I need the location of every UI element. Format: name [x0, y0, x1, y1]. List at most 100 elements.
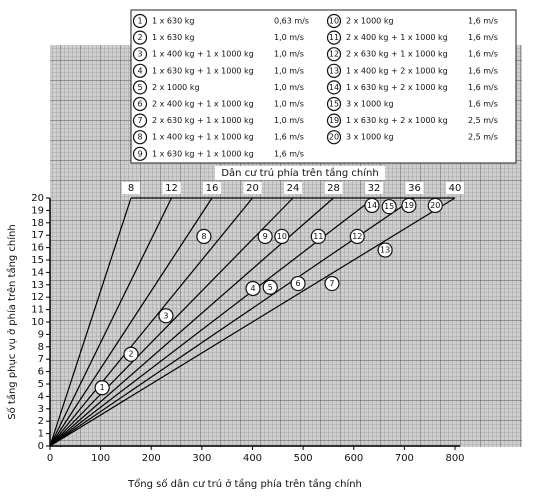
x-tick-label: 100 — [91, 453, 110, 464]
legend-speed: 1,6 m/s — [274, 149, 304, 158]
zone-marker — [257, 228, 273, 245]
zone-marker — [245, 280, 261, 297]
legend-badge — [326, 13, 342, 29]
legend-config: 3 x 1000 kg — [346, 100, 394, 109]
legend-number: 8 — [137, 133, 142, 142]
zone-label: 1 — [100, 383, 105, 392]
legend-badge — [132, 130, 148, 145]
legend-speed: 1,0 m/s — [274, 83, 304, 92]
y-tick-label: 16 — [31, 243, 44, 254]
legend-badge — [326, 47, 342, 62]
ray-label: 8 — [128, 183, 134, 194]
legend-config: 1 x 630 kg + 2 x 1000 kg — [346, 83, 448, 92]
y-tick-label: 13 — [31, 280, 44, 291]
legend-badge — [132, 47, 148, 62]
ray-label: 12 — [165, 183, 178, 194]
legend-badge — [132, 63, 148, 78]
legend-config: 2 x 1000 kg — [346, 17, 394, 26]
x-tick-label: 200 — [142, 453, 161, 464]
y-tick-label: 3 — [38, 404, 44, 415]
legend-badge — [132, 13, 148, 29]
legend-number: 1 — [137, 17, 142, 26]
ray-label-bg — [284, 182, 302, 194]
legend-number: 14 — [329, 83, 339, 92]
legend-badge — [132, 30, 148, 45]
ray-label: 40 — [449, 183, 462, 194]
zone-label: 10 — [277, 232, 287, 241]
legend-config: 1 x 400 kg + 1 x 1000 kg — [152, 50, 254, 59]
legend-speed: 1,0 m/s — [274, 50, 304, 59]
legend-config: 1 x 630 kg + 1 x 1000 kg — [152, 149, 254, 158]
legend-config: 1 x 630 kg — [152, 17, 194, 26]
legend-badge — [326, 80, 342, 95]
x-tick-label: 0 — [47, 453, 53, 464]
legend-badge — [132, 146, 148, 161]
zone-marker — [377, 242, 393, 258]
zone-label: 9 — [263, 232, 268, 241]
legend-config: 1 x 630 kg — [152, 33, 194, 42]
legend-badge — [132, 96, 148, 112]
zone-marker — [94, 380, 110, 396]
x-tick-label: 800 — [445, 453, 464, 464]
zone-marker — [427, 197, 443, 214]
legend-config: 2 x 1000 kg — [152, 83, 200, 92]
zone-marker — [381, 199, 397, 215]
y-tick-label: 20 — [31, 193, 44, 204]
y-tick-label: 1 — [38, 429, 44, 440]
ray-label: 36 — [408, 183, 421, 194]
legend-config: 2 x 400 kg + 1 x 1000 kg — [346, 33, 448, 42]
y-tick-label: 5 — [38, 379, 44, 390]
ray-label-bg — [162, 182, 181, 194]
zone-marker — [196, 228, 212, 245]
legend-number: 20 — [329, 133, 339, 142]
legend-number: 9 — [137, 149, 142, 158]
zone-label: 12 — [352, 232, 362, 241]
ray-label: 16 — [206, 183, 219, 194]
ray-line — [49, 197, 173, 447]
legend-number: 13 — [329, 66, 339, 75]
legend-speed: 1,0 m/s — [274, 116, 304, 125]
legend-badge — [326, 63, 342, 78]
zone-label: 20 — [430, 201, 440, 210]
legend-badge — [326, 96, 342, 112]
legend-config: 1 x 630 kg + 2 x 1000 kg — [346, 116, 448, 125]
y-tick-label: 11 — [31, 305, 44, 316]
x-tick-label: 700 — [395, 453, 414, 464]
legend-number: 12 — [329, 50, 339, 59]
legend-config: 1 x 400 kg + 1 x 1000 kg — [152, 133, 254, 142]
legend-number: 6 — [137, 100, 142, 109]
ray-label-bg — [324, 182, 343, 194]
zone-marker — [364, 197, 380, 214]
zone-marker — [401, 197, 417, 214]
legend-speed: 2,5 m/s — [468, 133, 498, 142]
legend-badge — [326, 30, 342, 45]
zone-marker — [123, 346, 139, 362]
legend-badge — [326, 130, 342, 145]
zone-label: 11 — [313, 232, 323, 241]
y-tick-label: 0 — [38, 441, 44, 452]
y-axis-title: Số tầng phục vụ ở phía trên tầng chính — [6, 224, 18, 419]
ray-line — [49, 197, 253, 447]
zone-label: 7 — [329, 279, 334, 288]
top-axis-title: Dân cư trú phía trên tầng chính — [221, 167, 378, 179]
legend-box — [130, 9, 517, 164]
legend-speed: 1,6 m/s — [468, 66, 498, 75]
legend-config: 3 x 1000 kg — [346, 133, 394, 142]
top-title-bg — [215, 166, 385, 180]
ray-line — [49, 197, 213, 447]
x-tick-label: 600 — [344, 453, 363, 464]
y-tick-label: 8 — [38, 342, 44, 353]
zone-label: 15 — [384, 202, 394, 211]
legend-number: 7 — [137, 116, 142, 125]
legend-number: 10 — [329, 17, 339, 26]
legend-speed: 1,0 m/s — [274, 33, 304, 42]
legend-badge — [132, 113, 148, 128]
y-tick-label: 14 — [31, 267, 44, 278]
legend-speed: 1,0 m/s — [274, 100, 304, 109]
ray-label-bg — [446, 182, 464, 194]
legend-number: 4 — [137, 66, 142, 75]
zone-label: 5 — [268, 283, 273, 292]
ray-label: 28 — [327, 183, 340, 194]
ray-line — [49, 197, 456, 447]
zone-label: 13 — [380, 246, 390, 255]
